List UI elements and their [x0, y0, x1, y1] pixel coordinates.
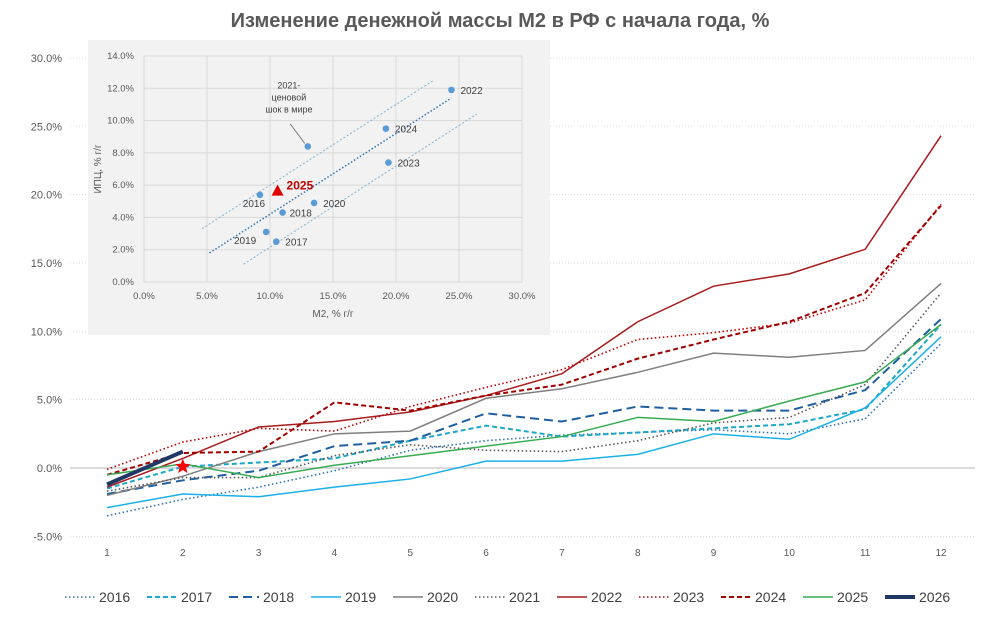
- scatter-point-2023: [385, 159, 392, 166]
- legend-label-2016: 2016: [99, 589, 130, 605]
- inset-y-axis-label: ИПЦ, % г/г: [93, 144, 104, 193]
- scatter-point-2019: [262, 228, 270, 236]
- scatter-label: 2019: [234, 236, 257, 247]
- x-tick-label: 10: [784, 548, 796, 559]
- triangle-marker-2025: [271, 184, 284, 196]
- scatter-label: 2016: [243, 199, 266, 210]
- inset-x-tick-label: 0.0%: [133, 291, 155, 302]
- series-line-2023: [106, 203, 942, 471]
- inset-y-tick-label: 14.0%: [107, 51, 134, 62]
- series-line-2020: [106, 282, 942, 497]
- inset-x-tick-label: 10.0%: [257, 291, 284, 302]
- x-tick-label: 3: [256, 548, 262, 559]
- series-line-2021: [106, 292, 942, 493]
- scatter-point-2021: [304, 143, 312, 150]
- legend-label-2022: 2022: [591, 589, 622, 605]
- legend-label-2023: 2023: [673, 589, 704, 605]
- series-line-2019: [106, 336, 942, 509]
- y-tick-label: 20.0%: [31, 190, 62, 202]
- scatter-label: 2023: [397, 159, 420, 170]
- inset-y-tick-label: 0.0%: [112, 277, 134, 288]
- inset-x-tick-label: 5.0%: [196, 291, 218, 302]
- x-tick-label: 6: [483, 548, 489, 559]
- series-line-2026: [106, 449, 184, 487]
- x-tick-label: 7: [559, 548, 565, 559]
- scatter-label: 2021-: [277, 80, 300, 90]
- x-tick-label: 11: [860, 548, 871, 559]
- scatter-point-2018: [279, 209, 286, 216]
- legend-label-2026: 2026: [919, 589, 950, 605]
- x-tick-label: 9: [711, 548, 717, 559]
- scatter-label: ценовой: [272, 92, 307, 102]
- scatter-label: 2018: [290, 209, 313, 220]
- trend-line: [209, 97, 452, 254]
- legend-label-2018: 2018: [263, 589, 294, 605]
- inset-x-tick-label: 20.0%: [383, 291, 410, 302]
- scatter-point-2022: [448, 86, 455, 94]
- x-tick-label: 1: [104, 548, 110, 559]
- inset-y-tick-label: 2.0%: [112, 245, 134, 256]
- trend-line: [201, 79, 435, 230]
- series-line-2016: [106, 343, 942, 517]
- scatter-point-2017: [273, 238, 280, 245]
- x-tick-label: 8: [635, 548, 641, 559]
- y-tick-label: 0.0%: [37, 463, 62, 475]
- series-line-2017: [106, 323, 942, 490]
- chart-title: Изменение денежной массы М2 в РФ с начал…: [230, 10, 770, 32]
- inset-x-tick-label: 25.0%: [446, 291, 473, 302]
- inset-x-axis-label: М2, % г/г: [312, 309, 354, 320]
- legend-label-2019: 2019: [345, 589, 376, 605]
- series-line-2022: [106, 135, 942, 488]
- legend-label-2020: 2020: [427, 589, 458, 605]
- scatter-label: 2017: [285, 238, 308, 249]
- scatter-label: шок в мире: [265, 104, 312, 114]
- series-line-2024: [106, 204, 942, 476]
- scatter-point-2020: [310, 199, 318, 207]
- y-tick-label: 15.0%: [31, 258, 62, 270]
- inset-y-tick-label: 6.0%: [112, 180, 134, 191]
- series-line-2025: [106, 323, 942, 479]
- inset-y-tick-label: 4.0%: [112, 212, 134, 223]
- series-line-2018: [106, 318, 942, 495]
- inset-y-tick-label: 8.0%: [112, 148, 134, 159]
- y-tick-label: 25.0%: [31, 121, 62, 133]
- y-tick-label: 10.0%: [31, 326, 62, 338]
- y-tick-label: 5.0%: [37, 395, 62, 407]
- inset-x-tick-label: 15.0%: [320, 291, 347, 302]
- scatter-label: 2022: [460, 86, 483, 97]
- scatter-label: 2024: [395, 125, 418, 136]
- legend-label-2017: 2017: [181, 589, 212, 605]
- scatter-label: 2020: [323, 199, 346, 210]
- x-tick-label: 12: [935, 548, 947, 559]
- inset-y-tick-label: 12.0%: [107, 83, 134, 94]
- x-tick-label: 4: [332, 548, 338, 559]
- scatter-point-2024: [382, 125, 390, 132]
- legend-label-2021: 2021: [509, 589, 540, 605]
- inset-x-tick-label: 30.0%: [509, 291, 536, 302]
- inset-scatter-chart: 0.0% 5.0% 10.0% 15.0% 20.0% 25.0% 30.0% 0.0% 2.0…: [88, 40, 550, 335]
- x-tick-label: 5: [407, 548, 413, 559]
- callout-line: [289, 123, 306, 144]
- scatter-label-2025: 2025: [287, 179, 314, 193]
- x-tick-label: 2: [180, 548, 186, 559]
- scatter-point-2016: [256, 191, 264, 199]
- inset-y-tick-label: 10.0%: [107, 116, 134, 127]
- star-marker: [175, 458, 191, 474]
- inset-background: [88, 40, 550, 335]
- y-tick-label: -5.0%: [33, 531, 62, 543]
- legend-label-2025: 2025: [837, 589, 868, 605]
- legend-label-2024: 2024: [755, 589, 786, 605]
- y-tick-label: 30.0%: [31, 53, 62, 65]
